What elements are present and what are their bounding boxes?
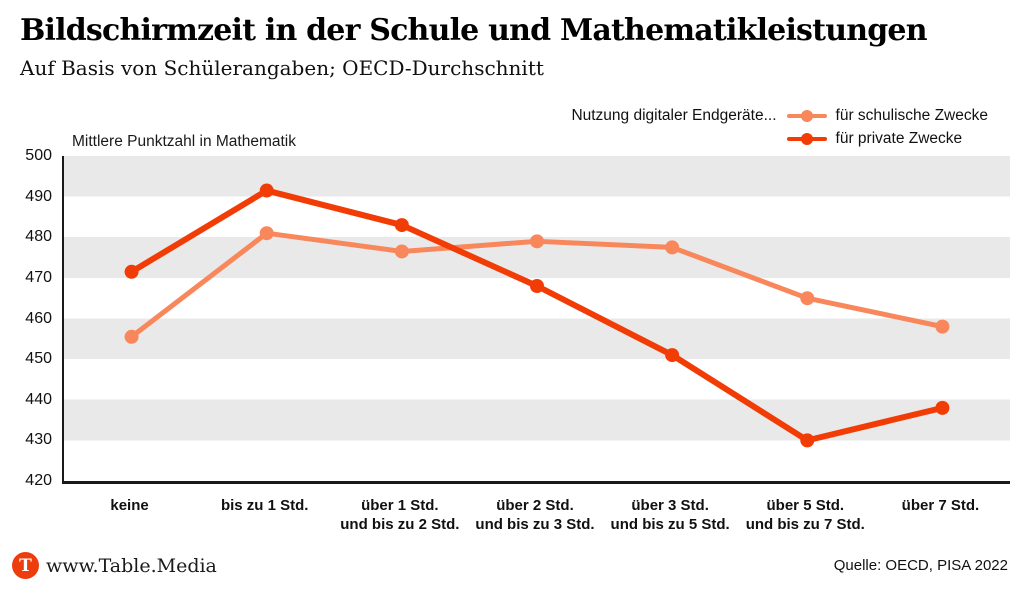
y-tick-label: 480 bbox=[25, 228, 52, 246]
chart-plot-area bbox=[62, 156, 1010, 484]
legend-item-schulisch: für schulische Zwecke bbox=[786, 105, 988, 127]
x-axis-label: bis zu 1 Std. bbox=[220, 497, 309, 514]
y-tick-label: 500 bbox=[25, 147, 52, 164]
footer-source: Quelle: OECD, PISA 2022 bbox=[833, 557, 1008, 574]
data-point-privat bbox=[935, 400, 950, 415]
x-axis-label: über 7 Std. bbox=[901, 497, 980, 514]
y-tick-label: 470 bbox=[25, 268, 52, 286]
legend: Nutzung digitaler Endgeräte... für schul… bbox=[571, 105, 988, 150]
legend-label: für private Zwecke bbox=[835, 130, 963, 147]
series-line-privat bbox=[128, 187, 946, 444]
data-point-privat bbox=[800, 433, 815, 448]
legend-intro: Nutzung digitaler Endgeräte... bbox=[571, 107, 777, 124]
data-point-privat bbox=[124, 264, 139, 279]
chart-subtitle: Auf Basis von Schülerangaben; OECD-Durch… bbox=[20, 56, 544, 80]
data-point-privat bbox=[665, 348, 680, 363]
data-point-schulisch bbox=[800, 291, 815, 306]
x-axis-label: keine bbox=[110, 497, 149, 514]
legend-items: für schulische Zwecke für private Zwecke bbox=[786, 105, 988, 150]
data-point-schulisch bbox=[665, 240, 680, 255]
y-tick-label: 450 bbox=[25, 350, 52, 368]
x-axis-label: über 1 Std. und bis zu 2 Std. bbox=[340, 497, 460, 533]
y-tick-label: 420 bbox=[25, 472, 52, 489]
table-media-logo-icon: T bbox=[12, 552, 39, 579]
data-point-schulisch bbox=[530, 234, 544, 249]
y-tick-label: 460 bbox=[25, 309, 52, 327]
data-point-schulisch bbox=[259, 226, 274, 241]
x-axis-label: über 2 Std. und bis zu 3 Std. bbox=[475, 497, 595, 533]
y-tick-label: 490 bbox=[25, 187, 52, 205]
x-axis-label: über 3 Std. und bis zu 5 Std. bbox=[610, 497, 730, 533]
line-marker-icon bbox=[786, 128, 827, 150]
data-point-schulisch bbox=[935, 319, 950, 334]
line-marker-icon bbox=[786, 105, 827, 127]
chart-series-layer bbox=[124, 183, 950, 448]
footer-brand: www.Table.Media bbox=[46, 555, 217, 577]
data-point-privat bbox=[530, 279, 544, 293]
x-axis-label: über 5 Std. und bis zu 7 Std. bbox=[745, 497, 865, 533]
y-tick-label: 440 bbox=[25, 390, 52, 408]
legend-item-privat: für private Zwecke bbox=[786, 128, 988, 150]
data-point-schulisch bbox=[394, 244, 409, 259]
y-tick-label: 430 bbox=[25, 431, 52, 449]
data-point-privat bbox=[394, 218, 409, 233]
y-axis-title: Mittlere Punktzahl in Mathematik bbox=[72, 133, 296, 150]
legend-label: für schulische Zwecke bbox=[835, 107, 988, 124]
data-point-privat bbox=[259, 183, 274, 198]
chart-title: Bildschirmzeit in der Schule und Mathema… bbox=[20, 13, 928, 48]
data-point-schulisch bbox=[124, 329, 139, 344]
